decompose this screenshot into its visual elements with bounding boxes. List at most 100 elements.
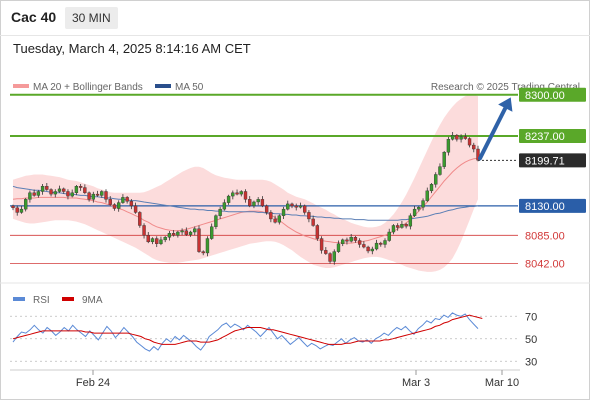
level-tags: 8300.00 8237.00 8199.71 8130.00 8085.00 8042.…: [519, 87, 586, 270]
candle: [57, 185, 62, 193]
candle: [205, 236, 210, 257]
candle: [231, 190, 235, 200]
candle-body: [311, 218, 315, 226]
candle-body: [391, 225, 396, 233]
candle-body: [273, 218, 277, 223]
candle-body: [438, 166, 442, 175]
candle-body: [231, 192, 235, 197]
candle-body: [256, 199, 260, 203]
candle: [273, 215, 277, 224]
candle: [387, 228, 391, 242]
candle-body: [328, 253, 332, 262]
level-tag-label: 8237.00: [525, 131, 565, 143]
candle-body: [239, 191, 243, 195]
candle: [83, 184, 87, 195]
candle: [434, 172, 438, 188]
candle-body: [324, 250, 328, 254]
candle-body: [472, 144, 476, 150]
candle-body: [87, 192, 91, 200]
candle: [332, 249, 336, 265]
candle: [214, 214, 218, 230]
candle-body: [83, 187, 87, 194]
candle: [108, 196, 112, 206]
candle-body: [40, 186, 45, 192]
candle: [281, 206, 286, 219]
candle: [298, 202, 303, 209]
candle-body: [404, 223, 408, 227]
candle: [180, 228, 184, 236]
header-divider: [0, 35, 590, 36]
candle: [408, 213, 413, 230]
candle-body: [180, 230, 184, 233]
candle: [417, 205, 421, 212]
projection-arrow-shaft: [478, 100, 510, 161]
candle-body: [28, 192, 32, 200]
candle: [412, 205, 417, 217]
candle: [294, 203, 298, 211]
candle: [328, 252, 332, 264]
candle: [87, 191, 91, 202]
rsi-line: [12, 312, 479, 352]
candles: [11, 132, 480, 265]
level-tag-bg: [519, 87, 586, 102]
candle-body: [78, 186, 83, 188]
x-tick-label: Mar 3: [402, 377, 430, 389]
candle: [28, 190, 32, 203]
candle-body: [138, 212, 142, 226]
candle-body: [370, 248, 374, 252]
rsi-tick-label: 50: [525, 334, 537, 346]
candle-body: [121, 197, 125, 203]
candle: [429, 183, 434, 194]
candle-body: [421, 200, 425, 208]
candle-body: [425, 190, 429, 201]
candle-body: [476, 148, 480, 161]
candle-body: [429, 184, 434, 192]
candle-body: [176, 231, 180, 236]
candle: [95, 190, 100, 197]
level-tag-label: 8085.00: [525, 230, 565, 242]
candle: [36, 190, 41, 198]
candle: [277, 214, 281, 225]
x-tick-label: Mar 10: [485, 377, 519, 389]
candle-body: [53, 191, 57, 195]
ma50-legend-label: MA 50: [175, 82, 204, 93]
candle: [425, 187, 429, 202]
candle-body: [188, 231, 193, 235]
candle: [15, 205, 19, 216]
candle: [442, 150, 446, 169]
interval-badge[interactable]: 30 MIN: [65, 7, 118, 29]
candle: [341, 238, 345, 247]
candle: [155, 236, 159, 248]
candle: [176, 230, 180, 238]
candle-body: [290, 203, 294, 207]
candle-body: [408, 215, 413, 227]
candle-body: [104, 191, 108, 200]
candle: [260, 196, 265, 208]
candle-body: [277, 215, 281, 223]
candle-body: [222, 202, 227, 210]
candle: [315, 224, 320, 241]
ma20-legend-label: MA 20 + Bollinger Bands: [33, 82, 143, 93]
candle-body: [383, 240, 387, 245]
candle: [226, 194, 231, 205]
candle: [286, 200, 290, 211]
candle: [383, 238, 387, 248]
candle: [379, 241, 383, 247]
ma9-legend-swatch: [62, 297, 74, 301]
candle-body: [412, 208, 417, 216]
candle-body: [163, 237, 167, 241]
candle-body: [260, 199, 265, 207]
x-tick-label: Feb 24: [76, 377, 110, 389]
candle-body: [214, 215, 218, 227]
candle-body: [357, 240, 362, 245]
candle: [133, 202, 138, 214]
candle-body: [36, 191, 41, 196]
candle-body: [298, 205, 303, 208]
candle-body: [210, 226, 214, 239]
candle-body: [459, 136, 463, 140]
candle-body: [45, 186, 49, 190]
candle: [49, 188, 53, 197]
candle: [459, 134, 463, 143]
candle: [264, 204, 269, 215]
